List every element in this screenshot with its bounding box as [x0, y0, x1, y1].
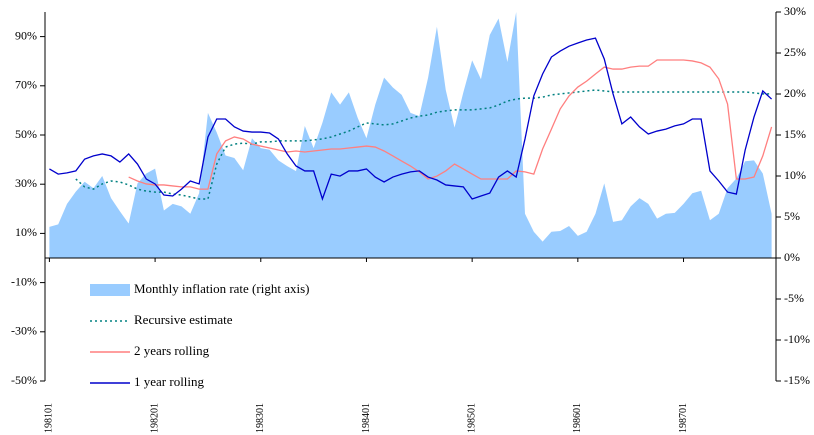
y-tick-label: 10% — [15, 225, 37, 239]
line — [49, 37, 773, 202]
y-tick-label: 70% — [15, 78, 37, 92]
y-tick-label: -50% — [11, 373, 37, 387]
x-tick-label: 198301 — [255, 403, 266, 433]
y-tick-label: 90% — [15, 28, 37, 42]
y2-tick-label: 25% — [784, 45, 806, 59]
x-tick-label: 198701 — [678, 403, 689, 433]
y-tick-label: -30% — [11, 324, 37, 338]
y-tick-label: -10% — [11, 274, 37, 288]
x-tick-label: 198401 — [361, 403, 372, 433]
area — [49, 12, 772, 258]
x-tick-label: 198601 — [572, 403, 583, 433]
y2-tick-label: 10% — [784, 168, 806, 182]
legend-label: Recursive estimate — [134, 312, 233, 327]
x-tick-label: 198501 — [466, 403, 477, 433]
y2-tick-label: 20% — [784, 86, 806, 100]
y2-tick-label: -5% — [784, 291, 804, 305]
y-tick-label: 30% — [15, 176, 37, 190]
legend-label: 2 years rolling — [134, 343, 210, 358]
legend-label: Monthly inflation rate (right axis) — [134, 281, 309, 296]
y2-tick-label: -10% — [784, 332, 810, 346]
legend-label: 1 year rolling — [134, 374, 205, 389]
x-tick-label: 198201 — [149, 403, 160, 433]
y2-tick-label: 30% — [784, 4, 806, 18]
x-tick-label: 198101 — [44, 403, 55, 433]
y2-tick-label: -15% — [784, 373, 810, 387]
y2-tick-label: 15% — [784, 127, 806, 141]
line — [128, 59, 773, 190]
legend-swatch — [90, 284, 130, 296]
y-tick-label: 50% — [15, 127, 37, 141]
y2-tick-label: 5% — [784, 209, 800, 223]
y2-tick-label: 0% — [784, 250, 800, 264]
